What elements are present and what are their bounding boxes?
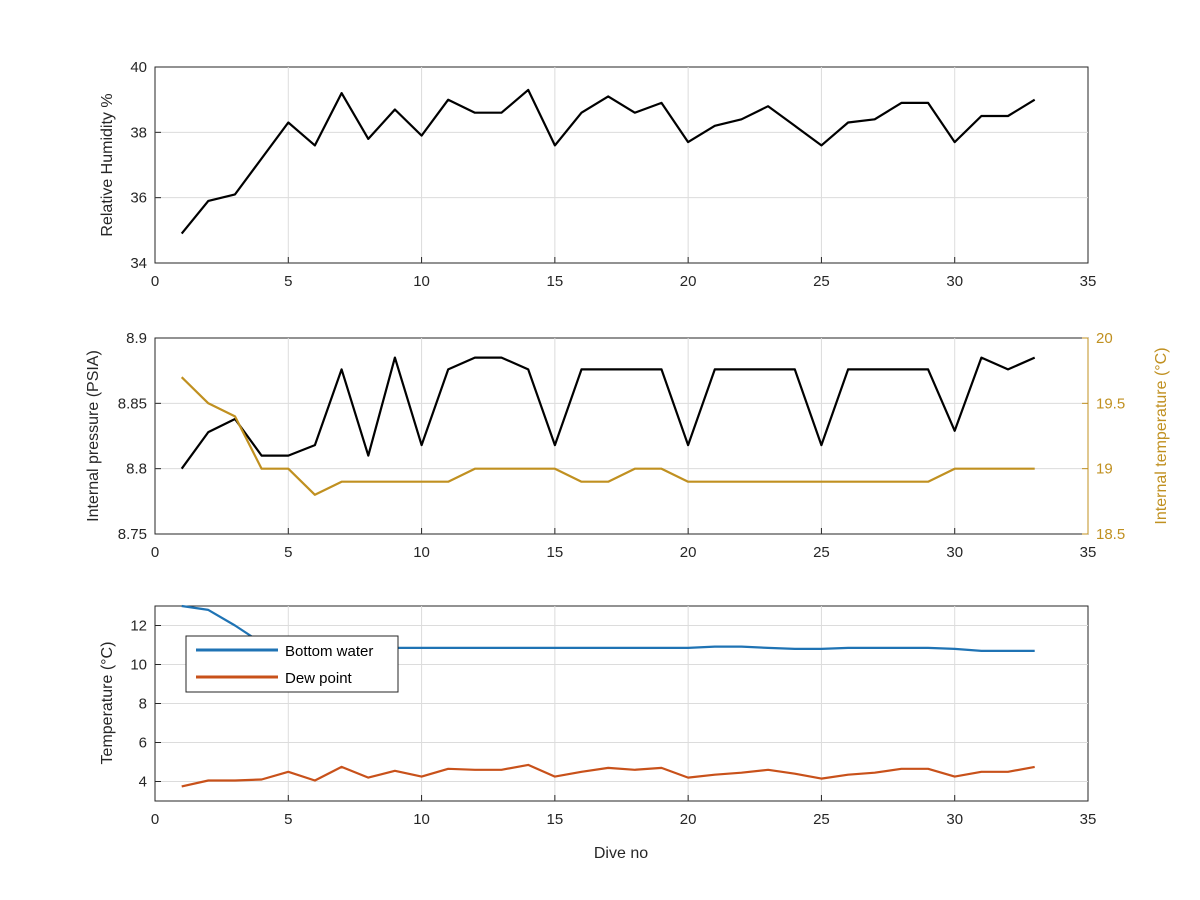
- y-tick-labels-temperature: 4 6 8 10 12: [130, 618, 147, 791]
- x-tick-labels-humidity: 0 5 10 15 20 25 30 35: [151, 273, 1097, 290]
- series-line-p0-0: [180, 88, 1036, 235]
- legend-label-bottom-water: Bottom water: [285, 643, 373, 660]
- y-tick-label: 38: [130, 124, 147, 141]
- x-tick-label: 15: [547, 544, 564, 561]
- y-tick-label: 8.85: [118, 395, 147, 412]
- x-tick-labels-pressure: 0 5 10 15 20 25 30 35: [151, 544, 1097, 561]
- grid-humidity: [154, 66, 1089, 264]
- series-line-dew-point: [181, 763, 1035, 788]
- x-tick-label: 20: [680, 273, 697, 290]
- x-tick-label: 5: [284, 811, 292, 828]
- x-tick-label: 25: [813, 544, 830, 561]
- y-tick-label: 8.8: [126, 461, 147, 478]
- x-tick-label: 30: [946, 544, 963, 561]
- plot-frame-humidity: [154, 66, 1089, 264]
- x-tick-label: 25: [813, 811, 830, 828]
- xlabel-dive-no: Dive no: [594, 845, 648, 862]
- x-tick-label: 15: [547, 811, 564, 828]
- x-tick-label: 25: [813, 273, 830, 290]
- x-tick-label: 10: [413, 544, 430, 561]
- ylabel-temperature: Temperature (°C): [99, 642, 116, 765]
- y-tick-labels-humidity: 34 36 38 40: [130, 59, 147, 272]
- x-tick-labels-temperature: 0 5 10 15 20 25 30 35: [151, 811, 1097, 828]
- x-tick-label: 30: [946, 273, 963, 290]
- y-tick-label: 4: [139, 774, 147, 791]
- y-right-tick-labels-temperature: 18.5 19 19.5 20: [1096, 330, 1125, 543]
- grid-pressure: [154, 337, 1089, 535]
- x-tick-label: 10: [413, 273, 430, 290]
- x-tick-label: 20: [680, 811, 697, 828]
- y-tick-labels-pressure: 8.75 8.8 8.85 8.9: [118, 330, 147, 543]
- panel-humidity: 0 5 10 15 20 25 30 35 34 36 38 40 Relative Humidit…: [99, 59, 1096, 290]
- x-tick-label: 30: [946, 811, 963, 828]
- ylabel-humidity: Relative Humidity %: [99, 93, 116, 236]
- panel-pressure: 0 5 10 15 20 25 30 35 8.75 8.8 8.85 8.9 18.5 19 19.5…: [85, 330, 1170, 561]
- x-tick-label: 5: [284, 273, 292, 290]
- legend: Bottom water Dew point: [185, 635, 399, 693]
- y-tick-label: 6: [139, 735, 147, 752]
- ylabel-pressure: Internal pressure (PSIA): [85, 350, 102, 522]
- series-pressure: [180, 356, 1036, 496]
- x-tick-label: 0: [151, 811, 159, 828]
- x-tick-label: 35: [1080, 273, 1097, 290]
- x-tick-label: 35: [1080, 544, 1097, 561]
- y-tick-label: 12: [130, 618, 147, 635]
- y-tick-label: 34: [130, 255, 147, 272]
- x-tick-label: 15: [547, 273, 564, 290]
- y-tick-label: 8.9: [126, 330, 147, 347]
- y-tick-label: 8.75: [118, 526, 147, 543]
- y-right-tick-label: 19.5: [1096, 395, 1125, 412]
- y-right-tick-label: 19: [1096, 461, 1113, 478]
- y-tick-label: 10: [130, 657, 147, 674]
- y-right-tick-label: 20: [1096, 330, 1113, 347]
- series-humidity: [180, 88, 1036, 235]
- x-tick-label: 20: [680, 544, 697, 561]
- y-tick-label: 8: [139, 696, 147, 713]
- x-tick-label: 0: [151, 273, 159, 290]
- x-tick-label: 5: [284, 544, 292, 561]
- x-tick-label: 10: [413, 811, 430, 828]
- x-tick-label: 35: [1080, 811, 1097, 828]
- legend-label-dew-point: Dew point: [285, 670, 353, 687]
- plot-frame-pressure: [154, 337, 1089, 535]
- y-tick-label: 40: [130, 59, 147, 76]
- y-right-tick-label: 18.5: [1096, 526, 1125, 543]
- series-line-p1-0: [180, 356, 1036, 470]
- y-tick-label: 36: [130, 190, 147, 207]
- x-tick-label: 0: [151, 544, 159, 561]
- series-line-p1-1: [180, 376, 1035, 496]
- ylabel-internal-temperature: Internal temperature (°C): [1153, 347, 1170, 524]
- legend-box: [185, 635, 399, 693]
